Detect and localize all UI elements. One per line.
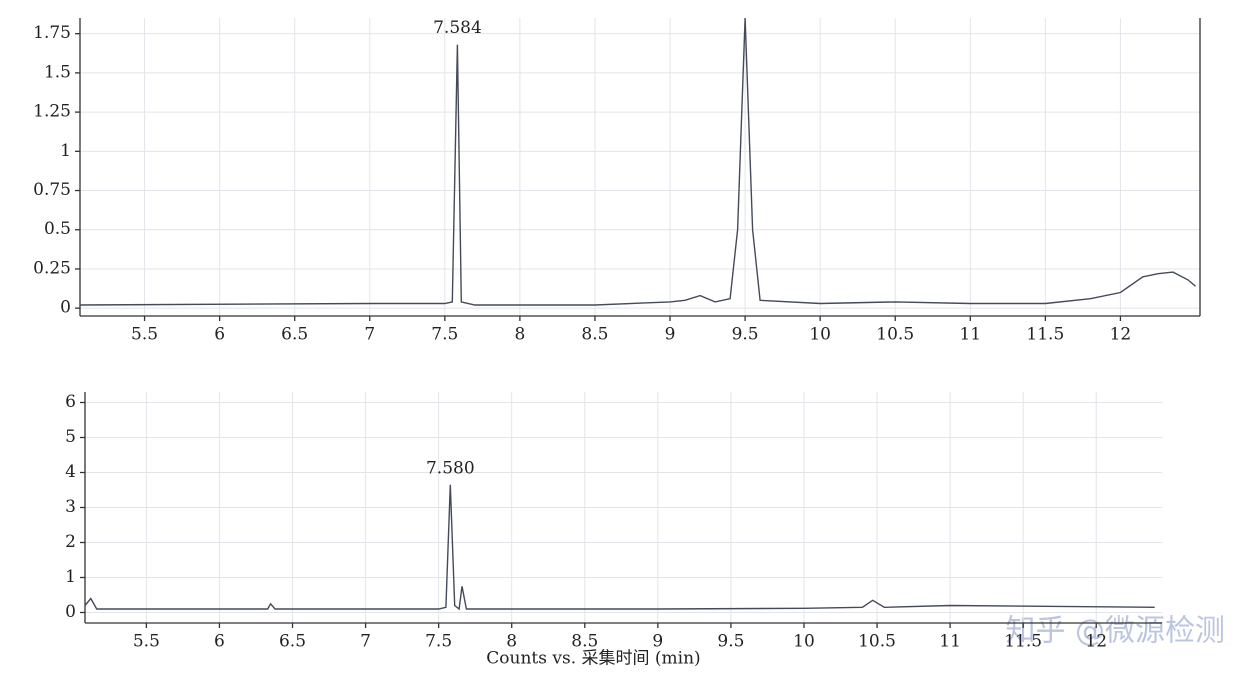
y-tick-label: 1.5 (44, 62, 71, 82)
y-tick-label: 4 (65, 462, 76, 482)
y-tick-label: 2 (65, 532, 76, 552)
watermark: 知乎 @微源检测 (1005, 614, 1225, 649)
x-tick-label: 6 (214, 632, 225, 652)
x-tick-label: 6 (214, 325, 225, 345)
x-tick-label: 12 (1110, 325, 1132, 345)
x-tick-label: 7 (360, 632, 371, 652)
x-tick-label: 7 (364, 325, 375, 345)
y-tick-label: 6 (65, 392, 76, 412)
x-tick-label: 9.5 (732, 325, 759, 345)
peak-label: 7.580 (426, 458, 475, 478)
y-tick-label: 1.75 (33, 23, 71, 43)
x-tick-label: 8.5 (581, 325, 608, 345)
x-tick-label: 5.5 (133, 632, 160, 652)
x-tick-label: 8 (514, 325, 525, 345)
y-tick-label: 1 (60, 141, 71, 161)
x-tick-label: 11 (959, 325, 981, 345)
x-tick-label: 5.5 (131, 325, 158, 345)
y-tick-label: 0 (60, 298, 71, 318)
y-tick-label: 3 (65, 497, 76, 517)
x-tick-label: 11 (939, 632, 961, 652)
x-tick-label: 6.5 (281, 325, 308, 345)
peak-label: 7.584 (433, 18, 482, 38)
x-tick-label: 10.5 (858, 632, 896, 652)
x-tick-label: 6.5 (279, 632, 306, 652)
y-tick-label: 0 (65, 602, 76, 622)
x-tick-label: 9 (665, 325, 676, 345)
x-axis-label: Counts vs. 采集时间 (min) (486, 649, 700, 669)
y-tick-label: 0.25 (33, 258, 71, 278)
x-tick-label: 7.5 (431, 325, 458, 345)
x-tick-label: 9.5 (717, 632, 744, 652)
x-tick-label: 10 (793, 632, 815, 652)
x-tick-label: 11.5 (1026, 325, 1064, 345)
y-tick-label: 5 (65, 427, 76, 447)
x-tick-label: 10.5 (876, 325, 914, 345)
y-tick-label: 0.75 (33, 180, 71, 200)
trace (84, 484, 1155, 611)
y-tick-label: 1.25 (33, 102, 71, 122)
x-tick-label: 10 (809, 325, 831, 345)
x-tick-label: 8.5 (571, 632, 598, 652)
x-tick-label: 11.5 (1004, 632, 1042, 652)
x-tick-label: 8 (506, 632, 517, 652)
trace (79, 17, 1196, 306)
y-tick-label: 1 (65, 567, 76, 587)
x-tick-label: 9 (652, 632, 663, 652)
x-tick-label: 12 (1085, 632, 1107, 652)
x-tick-label: 7.5 (425, 632, 452, 652)
y-tick-label: 0.5 (44, 219, 71, 239)
